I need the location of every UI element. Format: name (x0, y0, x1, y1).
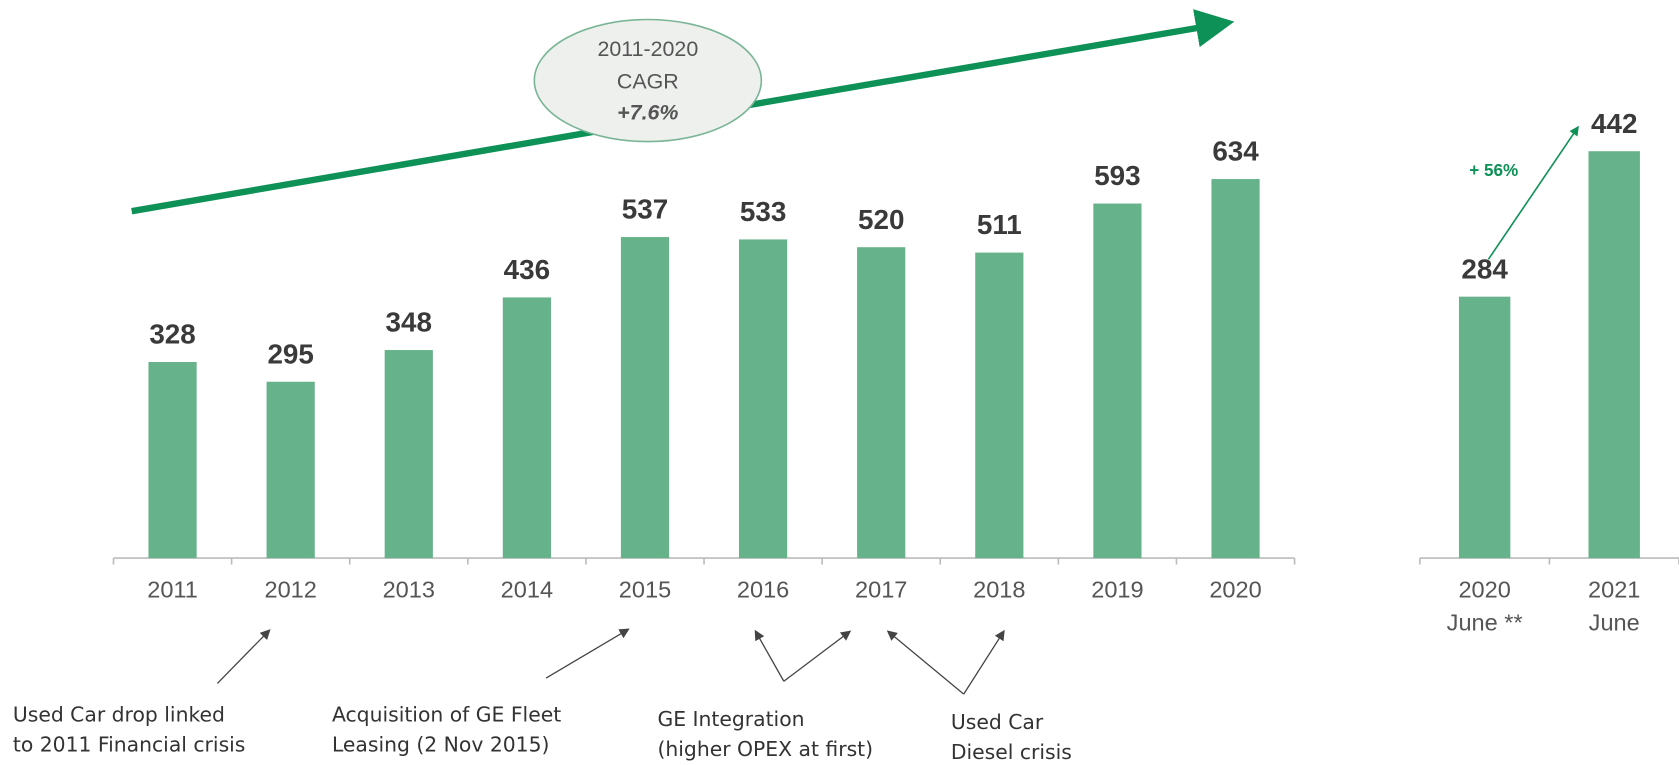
x-tick-label: 2011 (147, 577, 198, 603)
note: Diesel crisis (951, 740, 1072, 764)
x-tick-label: June ** (1447, 610, 1523, 636)
note-arrow (886, 630, 965, 695)
bar (266, 381, 315, 559)
note-arrows (216, 628, 1005, 695)
x-tick-label: 2021 (1588, 577, 1640, 603)
bar (857, 247, 906, 559)
growth-arrow (1487, 125, 1579, 260)
x-tick-label: 2013 (383, 577, 435, 603)
x-tick-label: 2015 (619, 577, 671, 603)
value-label: 520 (858, 204, 904, 235)
note: to 2011 Financial crisis (13, 732, 246, 756)
bar (384, 350, 433, 559)
cagr-range: 2011-2020 (597, 37, 698, 61)
value-label: 442 (1591, 108, 1637, 139)
bar (1211, 179, 1260, 559)
note: (higher OPEX at first) (657, 737, 873, 761)
bar (620, 237, 670, 559)
bar (975, 252, 1024, 559)
note: Used Car (951, 710, 1044, 734)
cagr-bubble (533, 18, 763, 143)
x-tick-label: 2017 (855, 577, 907, 603)
value-label: 634 (1212, 136, 1259, 167)
value-label: 284 (1461, 253, 1508, 284)
x-tick-label: 2020 (1209, 577, 1261, 603)
note-arrow (963, 629, 1005, 695)
bar (1588, 151, 1640, 559)
value-label: 328 (149, 319, 195, 350)
note: Acquisition of GE Fleet (332, 703, 561, 727)
cagr-label: CAGR (617, 69, 679, 93)
value-label: 348 (386, 307, 432, 338)
x-tick-label: 2020 (1458, 577, 1510, 603)
bar (1458, 296, 1511, 559)
value-label: 533 (740, 196, 786, 227)
value-label: 436 (504, 254, 550, 285)
note: GE Integration (657, 707, 804, 731)
x-tick-label: 2012 (264, 577, 316, 603)
bar (148, 362, 197, 559)
x-tick-label: 2014 (501, 577, 553, 603)
cagr-value: +7.6% (617, 100, 678, 124)
note-arrow (783, 630, 852, 682)
note: Used Car drop linked (13, 703, 225, 727)
x-tick-label: June (1589, 610, 1640, 636)
value-label: 511 (977, 209, 1022, 240)
growth-label: + 56% (1469, 160, 1518, 180)
note-arrow (216, 629, 271, 684)
note-arrow (754, 629, 785, 682)
bar (739, 239, 788, 559)
note-arrow (545, 628, 630, 679)
x-tick-label: 2019 (1091, 577, 1143, 603)
bar (502, 297, 551, 559)
x-tick-label: 2018 (973, 577, 1025, 603)
bar (1093, 203, 1142, 559)
x-tick-label: 2016 (737, 577, 789, 603)
value-label: 537 (622, 194, 668, 225)
note: Leasing (2 Nov 2015) (332, 732, 550, 756)
value-label: 295 (267, 338, 313, 369)
value-label: 593 (1094, 160, 1140, 191)
